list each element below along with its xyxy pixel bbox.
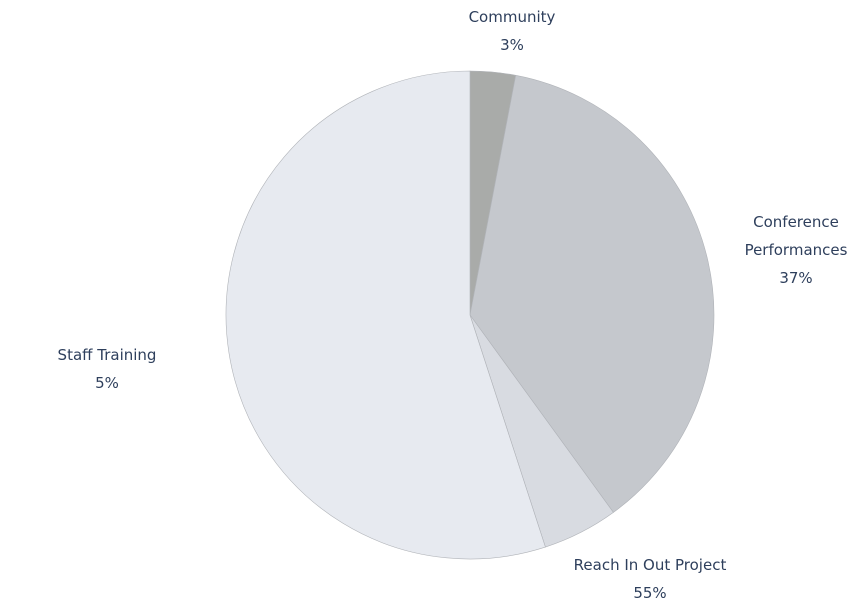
pie-slice — [469, 74, 715, 513]
category-label: Community — [468, 8, 556, 26]
data-label: Community 3% — [469, 3, 556, 59]
category-label: Staff Training — [57, 346, 157, 364]
value-label: 3% — [500, 36, 524, 54]
value-label: 5% — [95, 374, 119, 392]
value-label: 37% — [779, 269, 813, 287]
category-label: Reach In Out Project — [573, 556, 727, 574]
pie-slice — [225, 70, 546, 560]
value-label: 55% — [633, 584, 667, 602]
data-label: Conference Performances 37% — [731, 208, 861, 292]
data-label: Reach In Out Project 55% — [574, 551, 727, 607]
category-label: Conference Performances — [744, 213, 848, 259]
data-label: Staff Training 5% — [58, 341, 157, 397]
